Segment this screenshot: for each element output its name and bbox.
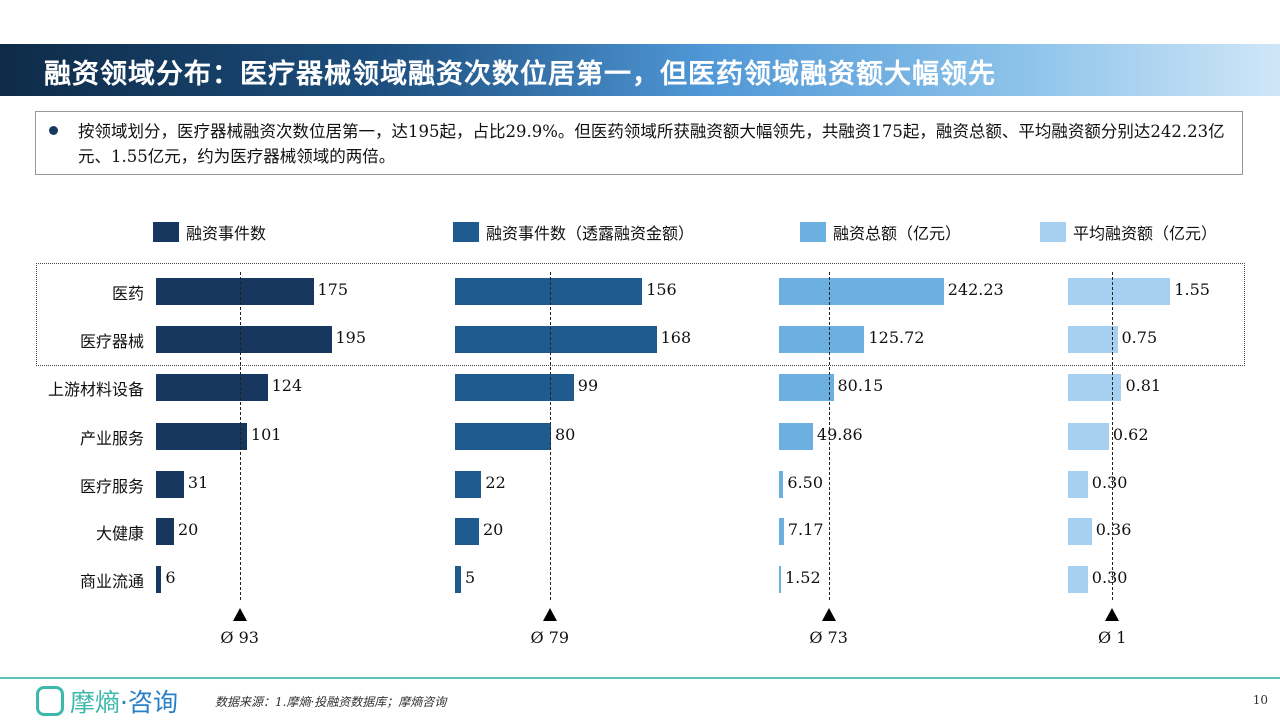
- value-label: 125.72: [868, 328, 925, 347]
- value-label: 80: [555, 425, 576, 444]
- value-label: 6: [165, 568, 176, 587]
- summary-text: 按领域划分，医疗器械融资次数位居第一，达195起，占比29.9%。但医药领域所获…: [78, 122, 1225, 166]
- value-label: 0.75: [1121, 328, 1158, 347]
- bar: [1068, 423, 1109, 450]
- bar: [1068, 278, 1171, 305]
- category-label: 医药: [111, 284, 144, 303]
- bar: [455, 374, 574, 401]
- value-label: 22: [485, 473, 506, 492]
- bar: [156, 423, 247, 450]
- average-label: Ø 93: [220, 628, 259, 647]
- legend-swatch: [153, 222, 179, 242]
- value-label: 6.50: [787, 473, 824, 492]
- bar: [779, 374, 834, 401]
- legend-swatch: [1040, 222, 1066, 242]
- bar: [156, 518, 174, 545]
- bar: [779, 278, 944, 305]
- value-label: 5: [465, 568, 476, 587]
- category-label: 大健康: [95, 524, 144, 543]
- bar: [156, 326, 332, 353]
- bar: [779, 471, 784, 498]
- average-label: Ø 73: [809, 628, 848, 647]
- average-marker-icon: [542, 608, 557, 621]
- bar: [156, 278, 314, 305]
- legend-swatch: [453, 222, 479, 242]
- average-marker-icon: [1105, 608, 1120, 621]
- bar: [455, 278, 643, 305]
- legend-label: 融资总额（亿元）: [833, 224, 962, 243]
- value-label: 168: [660, 328, 692, 347]
- value-label: 80.15: [837, 376, 884, 395]
- legend-item: 平均融资额（亿元）: [1040, 220, 1217, 244]
- value-label: 195: [335, 328, 367, 347]
- legend-item: 融资事件数（透露融资金额）: [453, 220, 694, 244]
- value-label: 0.30: [1091, 568, 1128, 587]
- logo-icon: [36, 686, 64, 716]
- bullet-icon: [49, 126, 58, 135]
- average-line: [549, 272, 551, 600]
- value-label: 0.81: [1125, 376, 1162, 395]
- title-banner: 融资领域分布：医疗器械领域融资次数位居第一，但医药领域融资额大幅领先: [0, 44, 1280, 96]
- average-label: Ø 1: [1098, 628, 1127, 647]
- value-label: 1.52: [785, 568, 821, 587]
- value-label: 7.17: [787, 520, 824, 539]
- value-label: 156: [646, 280, 677, 299]
- category-label: 医疗服务: [79, 477, 144, 496]
- average-label: Ø 79: [530, 628, 570, 647]
- legend-item: 融资总额（亿元）: [800, 220, 961, 244]
- summary-box: 按领域划分，医疗器械融资次数位居第一，达195起，占比29.9%。但医药领域所获…: [35, 111, 1243, 175]
- category-label: 医疗器械: [79, 332, 144, 351]
- bar: [779, 326, 865, 353]
- source-note: 数据来源：1.摩熵·投融资数据库；摩熵咨询: [215, 695, 447, 709]
- legend-swatch: [800, 222, 826, 242]
- category-label: 上游材料设备: [47, 380, 144, 399]
- bar: [455, 326, 657, 353]
- bar: [156, 566, 162, 593]
- bar: [1068, 471, 1088, 498]
- value-label: 20: [483, 520, 504, 539]
- bar: [1068, 374, 1122, 401]
- value-label: 20: [178, 520, 199, 539]
- bar: [1068, 518, 1092, 545]
- bar: [455, 471, 482, 498]
- bar: [779, 518, 784, 545]
- average-line: [828, 272, 830, 600]
- page-title: 融资领域分布：医疗器械领域融资次数位居第一，但医药领域融资额大幅领先: [44, 59, 996, 90]
- legend-label: 平均融资额（亿元）: [1073, 224, 1218, 243]
- value-label: 1.55: [1174, 280, 1210, 299]
- page-number: 10: [1252, 693, 1268, 707]
- bar: [779, 566, 781, 593]
- bar: [156, 471, 184, 498]
- value-label: 31: [187, 473, 209, 492]
- highlight-box: [36, 263, 1245, 366]
- average-marker-icon: [821, 608, 836, 621]
- average-marker-icon: [232, 608, 247, 621]
- value-label: 0.30: [1091, 473, 1128, 492]
- logo: 摩熵 ·咨询: [36, 683, 178, 719]
- footer-divider: [0, 677, 1280, 679]
- value-label: 99: [577, 376, 599, 395]
- bar: [1068, 566, 1088, 593]
- value-label: 242.23: [947, 280, 1004, 299]
- value-label: 101: [250, 425, 282, 444]
- average-line: [239, 272, 241, 600]
- category-label: 商业流通: [79, 572, 144, 591]
- bar: [779, 423, 813, 450]
- value-label: 0.62: [1112, 425, 1149, 444]
- value-label: 124: [271, 376, 303, 395]
- bar: [156, 374, 268, 401]
- legend-label: 融资事件数: [186, 224, 267, 243]
- bar: [455, 423, 551, 450]
- legend-label: 融资事件数（透露融资金额）: [486, 224, 695, 243]
- value-label: 49.86: [816, 425, 863, 444]
- bar: [455, 518, 479, 545]
- category-label: 产业服务: [79, 429, 144, 448]
- value-label: 175: [317, 280, 349, 299]
- legend-item: 融资事件数: [153, 220, 266, 244]
- bar: [455, 566, 461, 593]
- average-line: [1112, 272, 1114, 600]
- value-label: 0.36: [1095, 520, 1132, 539]
- bar: [1068, 326, 1118, 353]
